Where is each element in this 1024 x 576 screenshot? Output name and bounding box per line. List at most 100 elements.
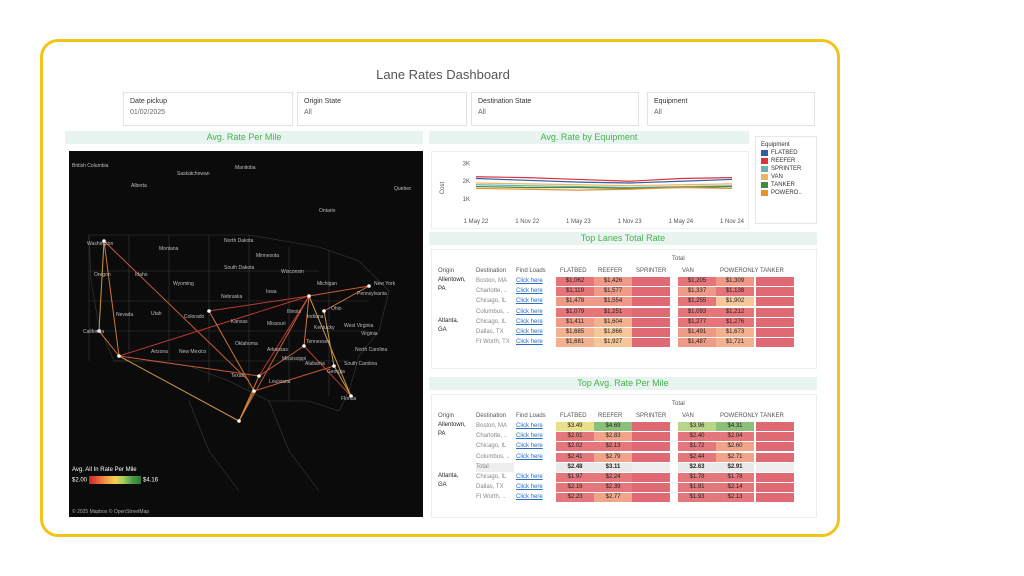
value-cell: $1,927 — [594, 338, 632, 348]
click-here-link[interactable]: Click here — [516, 329, 543, 335]
legend-item-flatbed[interactable]: FLATBED — [761, 150, 811, 156]
click-here-link[interactable]: Click here — [516, 484, 543, 491]
value-cell: $1,309 — [716, 277, 754, 286]
filter-label: Origin State — [304, 98, 341, 105]
column-header: Origin — [438, 413, 455, 419]
x-tick-label: 1 May 22 — [464, 219, 489, 225]
map-label: South Carolina — [344, 361, 378, 367]
map-label: Indiana — [307, 314, 324, 320]
legend-label: FLATBED — [771, 150, 798, 156]
value-cell: $1.72 — [678, 442, 716, 452]
map-label: North Dakota — [224, 238, 254, 244]
x-tick-label: 1 Nov 22 — [515, 219, 540, 225]
map-label: Ohio — [331, 306, 342, 312]
value-cell: $2.04 — [716, 432, 754, 442]
value-cell: $1.91 — [678, 483, 716, 493]
map-label: Mississippi — [282, 356, 307, 362]
value-cell: $1,487 — [678, 338, 716, 348]
click-here-link[interactable]: Click here — [516, 318, 543, 325]
click-here-link[interactable]: Click here — [516, 453, 543, 460]
filter-value: All — [304, 109, 312, 116]
click-here-link[interactable]: Click here — [516, 288, 543, 295]
x-tick-label: 1 May 23 — [566, 219, 591, 225]
legend-label: REEFER — [771, 158, 796, 164]
value-cell: $1,426 — [594, 277, 632, 286]
filter-value: All — [478, 109, 486, 116]
map-label: Wisconsin — [281, 269, 304, 275]
origin-label: GA — [438, 482, 447, 488]
legend-label: SPRINTER — [771, 166, 802, 172]
value-cell — [632, 462, 670, 472]
filter-date-pickup[interactable]: Date pickup 01/02/2025 — [123, 92, 293, 126]
value-cell: $1,255 — [678, 297, 716, 307]
column-header: VAN — [682, 268, 694, 274]
value-cell: $4.31 — [716, 422, 754, 431]
top-rpm-table[interactable]: Total Origin Destination Find Loads FLATBED R… — [431, 394, 817, 518]
map-legend-title: Avg. All In Rate Per Mile — [72, 467, 137, 473]
destination-cell: Ft Worth, .. — [476, 494, 506, 501]
series-line-flatbed — [475, 177, 733, 184]
series-line-sprinter — [475, 184, 733, 189]
x-tick-label: 1 Nov 24 — [720, 219, 745, 225]
column-header: POWERONLY — [720, 413, 759, 419]
value-cell: $2.13 — [716, 493, 754, 503]
map-legend-min: $2.00 — [72, 477, 88, 484]
click-here-link[interactable]: Click here — [516, 278, 543, 284]
column-header: Origin — [438, 268, 455, 274]
legend-item-van[interactable]: VAN — [761, 174, 811, 180]
click-here-link[interactable]: Click here — [516, 433, 543, 440]
click-here-link[interactable]: Click here — [516, 423, 543, 429]
click-here-link[interactable]: Click here — [516, 298, 543, 305]
value-cell: $1,212 — [716, 307, 754, 317]
value-cell — [756, 442, 794, 452]
value-cell: $2.48 — [556, 462, 594, 472]
top-lanes-table[interactable]: Total Origin Destination Find Loads FLATBED R… — [431, 249, 817, 369]
legend-label: POWERO.. — [771, 190, 802, 196]
click-here-link[interactable]: Click here — [516, 494, 543, 501]
value-cell: $2.79 — [594, 452, 632, 462]
origin-label: Allentown, — [438, 422, 466, 428]
map-label: Missouri — [267, 321, 286, 327]
value-cell: $2.01 — [556, 432, 594, 442]
value-cell: $1,478 — [556, 297, 594, 307]
map-label: Michigan — [317, 281, 338, 287]
destination-cell: Ft Worth, TX — [476, 339, 510, 346]
value-cell — [632, 452, 670, 462]
map-label: Minnesota — [256, 253, 280, 259]
destination-cell: Columbus, .. — [476, 308, 510, 315]
value-cell: $1,902 — [716, 297, 754, 307]
legend-item-tanker[interactable]: TANKER — [761, 182, 811, 188]
map-label: Wyoming — [173, 281, 194, 287]
legend-item-reefer[interactable]: REEFER — [761, 158, 811, 164]
value-cell — [632, 338, 670, 348]
value-cell: $2.23 — [556, 493, 594, 503]
filter-destination-state[interactable]: Destination State All — [471, 92, 639, 126]
equipment-legend-title: Equipment — [761, 142, 790, 148]
value-cell: $1,277 — [678, 317, 716, 327]
x-tick-label: 1 Nov 23 — [618, 219, 643, 225]
legend-item-sprinter[interactable]: SPRINTER — [761, 166, 811, 172]
click-here-link[interactable]: Click here — [516, 443, 543, 450]
value-cell — [756, 493, 794, 503]
destination-cell: Charlotte, .. — [476, 433, 508, 440]
map-label: Washington — [87, 241, 114, 247]
click-here-link[interactable]: Click here — [516, 474, 543, 480]
equipment-chart-svg: Cost 3K 2K 1K 1 May 22 1 Nov 22 1 May 23 1 Nov … — [440, 161, 745, 225]
filter-equipment[interactable]: Equipment All — [647, 92, 815, 126]
value-cell — [632, 277, 670, 286]
rate-map[interactable]: British Columbia Saskatchewan Manitoba A… — [69, 151, 423, 517]
click-here-link[interactable]: Click here — [516, 308, 543, 315]
click-here-link[interactable]: Click here — [516, 339, 543, 346]
value-cell — [756, 307, 794, 317]
group-header-total: Total — [672, 256, 685, 262]
filter-origin-state[interactable]: Origin State All — [297, 92, 467, 126]
map-label: Kentucky — [314, 325, 335, 331]
map-label: Idaho — [135, 272, 148, 278]
column-header: TANKER — [760, 413, 784, 419]
equipment-line-chart[interactable]: Cost 3K 2K 1K 1 May 22 1 Nov 22 1 May 23 1 Nov … — [431, 151, 749, 229]
legend-item-poweronly[interactable]: POWERO.. — [761, 190, 811, 196]
value-cell: $1.97 — [556, 473, 594, 482]
value-cell: $3.96 — [678, 422, 716, 431]
map-label: New Mexico — [179, 349, 207, 355]
value-cell — [632, 328, 670, 337]
